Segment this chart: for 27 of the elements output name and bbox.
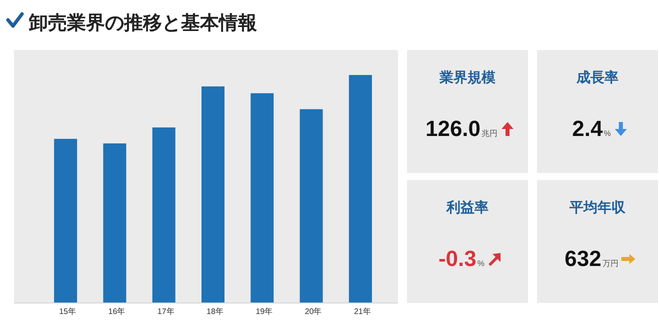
text: % <box>477 259 485 268</box>
bar <box>152 127 176 303</box>
text: 万円 <box>602 259 618 268</box>
text: 632 <box>564 246 602 271</box>
text: 兆円 <box>482 129 498 138</box>
x-tick-label: 18年 <box>206 307 224 316</box>
bar <box>54 138 78 303</box>
bar <box>103 143 126 303</box>
text: 平均年収 <box>568 199 626 215</box>
text: 126.0 <box>425 116 481 141</box>
x-tick-label: 21年 <box>354 307 371 316</box>
bar <box>202 86 224 303</box>
text: % <box>604 129 611 138</box>
bar <box>348 75 372 303</box>
bar <box>250 93 274 303</box>
x-tick-label: 15年 <box>59 307 76 316</box>
text: -0.3 <box>438 246 476 271</box>
x-tick-label: 17年 <box>157 307 174 316</box>
x-tick-label: 16年 <box>108 307 126 316</box>
chart-title: 卸売業界の推移と基本情報 <box>28 12 258 34</box>
bar <box>300 109 323 303</box>
text: 業界規模 <box>438 69 496 85</box>
text: 利益率 <box>446 199 488 215</box>
text: 2.4 <box>572 116 604 141</box>
x-tick-label: 20年 <box>304 307 322 316</box>
text: 成長率 <box>576 69 618 85</box>
x-tick-label: 19年 <box>256 307 273 316</box>
